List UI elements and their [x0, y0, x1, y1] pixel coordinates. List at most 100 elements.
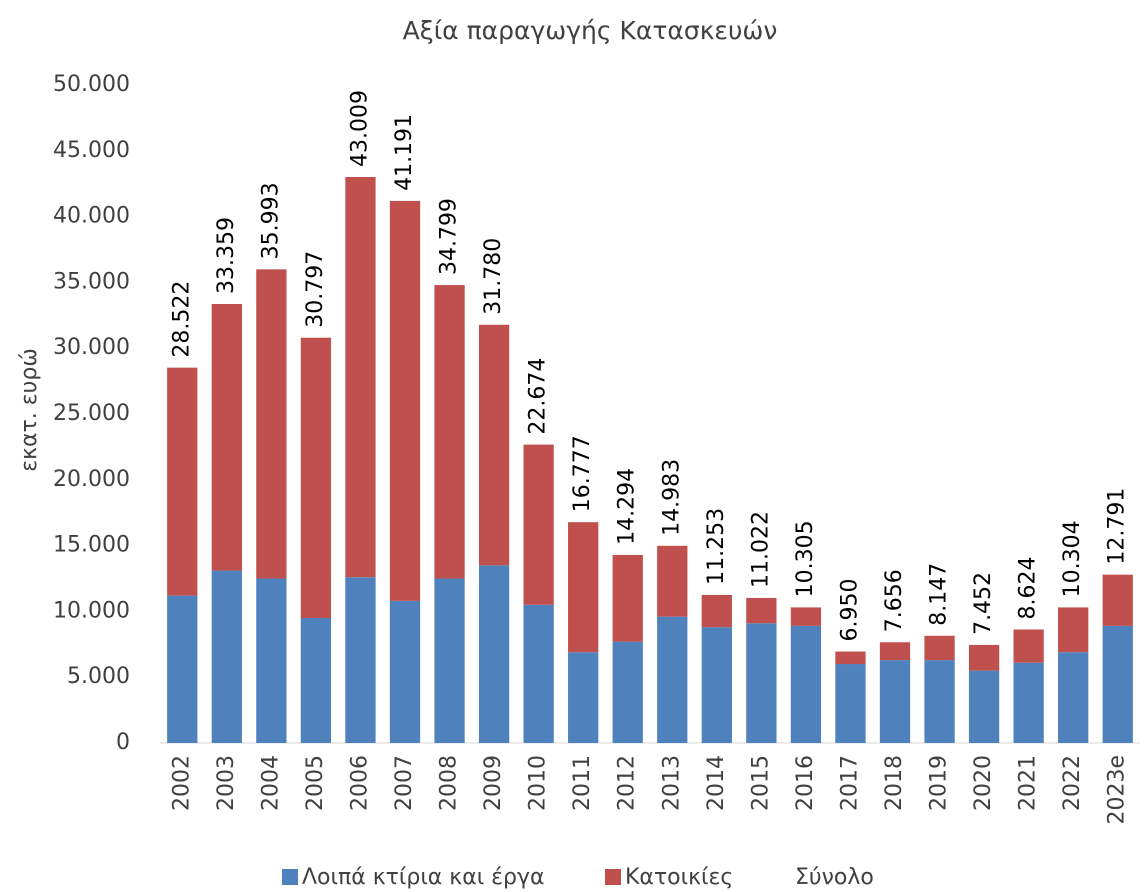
x-tick-label: 2015 — [748, 755, 773, 811]
bar-segment — [345, 577, 376, 743]
bar-segment — [790, 625, 822, 743]
bar-segment — [523, 444, 554, 605]
total-label: 14.294 — [615, 468, 640, 545]
total-label: 6.950 — [837, 579, 862, 642]
x-tick-label: 2022 — [1060, 755, 1085, 811]
x-tick-label: 2007 — [392, 755, 417, 811]
bar-segment — [345, 177, 376, 578]
bar-segment — [256, 269, 287, 579]
bar-segment — [568, 652, 599, 743]
x-tick-label: 2014 — [704, 755, 729, 811]
bar-segment — [434, 578, 465, 743]
legend-swatch — [282, 869, 298, 885]
total-label: 43.009 — [347, 90, 372, 167]
y-tick-label: 50.000 — [53, 72, 130, 97]
total-label: 22.674 — [526, 358, 551, 435]
bar-segment — [167, 595, 198, 743]
total-label: 11.022 — [748, 511, 773, 588]
y-tick-label: 15.000 — [53, 533, 130, 558]
x-tick-label: 2020 — [971, 755, 996, 811]
bar-segment — [478, 565, 510, 743]
bar-segment — [167, 367, 198, 596]
y-tick-label: 20.000 — [53, 467, 130, 492]
x-tick-label: 2004 — [258, 755, 283, 811]
total-label: 28.522 — [169, 281, 194, 358]
x-tick-label: 2017 — [837, 755, 862, 811]
x-tick-label: 2013 — [659, 755, 684, 811]
total-label: 8.624 — [1016, 557, 1041, 620]
total-label: 14.983 — [659, 459, 684, 536]
bar-segment — [1058, 607, 1089, 653]
y-tick-label: 0 — [116, 730, 130, 755]
total-label: 10.304 — [1060, 520, 1085, 597]
bar-segment — [924, 660, 955, 743]
total-label: 35.993 — [258, 182, 283, 259]
bar-segment — [879, 660, 911, 743]
x-tick-label: 2019 — [927, 755, 952, 811]
chart-title: Αξία παραγωγής Κατασκευών — [403, 16, 778, 45]
x-tick-label: 2003 — [214, 755, 239, 811]
y-tick-label: 30.000 — [53, 335, 130, 360]
bar-segment — [568, 522, 599, 653]
total-label: 10.305 — [793, 520, 818, 597]
bar-segment — [434, 285, 465, 579]
total-label: 8.147 — [927, 563, 952, 626]
x-tick-label: 2002 — [169, 755, 194, 811]
y-tick-label: 10.000 — [53, 598, 130, 623]
y-tick-label: 5.000 — [67, 664, 130, 689]
bar-segment — [968, 644, 1000, 671]
bar-segment — [879, 642, 911, 661]
bar-segment — [389, 200, 421, 601]
x-tick-label: 2010 — [526, 755, 551, 811]
y-tick-label: 35.000 — [53, 269, 130, 294]
bar-segment — [612, 554, 643, 642]
x-tick-label: 2012 — [615, 755, 640, 811]
total-label: 7.452 — [971, 572, 996, 635]
total-label: 12.791 — [1105, 488, 1130, 565]
legend-label: Λοιπά κτίρια και έργα — [302, 865, 545, 890]
legend-label: Κατοικίες — [625, 865, 733, 890]
bar-segment — [478, 324, 510, 566]
total-label: 11.253 — [704, 508, 729, 585]
bar-segment — [746, 623, 777, 743]
total-label: 16.777 — [570, 435, 595, 512]
legend-label: Σύνολο — [795, 865, 874, 890]
bar-segment — [701, 627, 732, 743]
y-tick-label: 40.000 — [53, 204, 130, 229]
x-tick-label: 2018 — [882, 755, 907, 811]
total-label: 7.656 — [882, 569, 907, 632]
x-tick-label: 2008 — [437, 755, 462, 811]
bar-segment — [1058, 652, 1089, 743]
bar-segment — [300, 617, 332, 743]
bar-segment — [256, 578, 287, 743]
bar-segment — [746, 597, 777, 624]
total-label: 41.191 — [392, 114, 417, 191]
x-tick-label: 2005 — [303, 755, 328, 811]
bar-segment — [1013, 629, 1044, 663]
x-tick-label: 2011 — [570, 755, 595, 811]
x-tick-label: 2009 — [481, 755, 506, 811]
bar-segment — [1102, 574, 1133, 626]
y-tick-label: 25.000 — [53, 401, 130, 426]
x-tick-label: 2021 — [1016, 755, 1041, 811]
bar-segment — [701, 594, 732, 628]
bar-segment — [389, 600, 421, 743]
total-label: 34.799 — [437, 198, 462, 275]
total-label: 33.359 — [214, 217, 239, 294]
bar-segment — [211, 303, 242, 571]
bar-segment — [968, 670, 1000, 743]
x-tick-label: 2023e — [1105, 755, 1130, 825]
bar-segment — [300, 337, 332, 618]
bar-segment — [612, 641, 643, 743]
bar-segment — [1013, 662, 1044, 743]
bar-segment — [657, 616, 688, 743]
bar-segment — [211, 570, 242, 743]
bar-segment — [790, 607, 822, 626]
bar-segment — [835, 664, 866, 743]
bar-segment — [924, 635, 955, 661]
x-tick-label: 2016 — [793, 755, 818, 811]
legend-swatch — [605, 869, 621, 885]
total-label: 31.780 — [481, 238, 506, 315]
